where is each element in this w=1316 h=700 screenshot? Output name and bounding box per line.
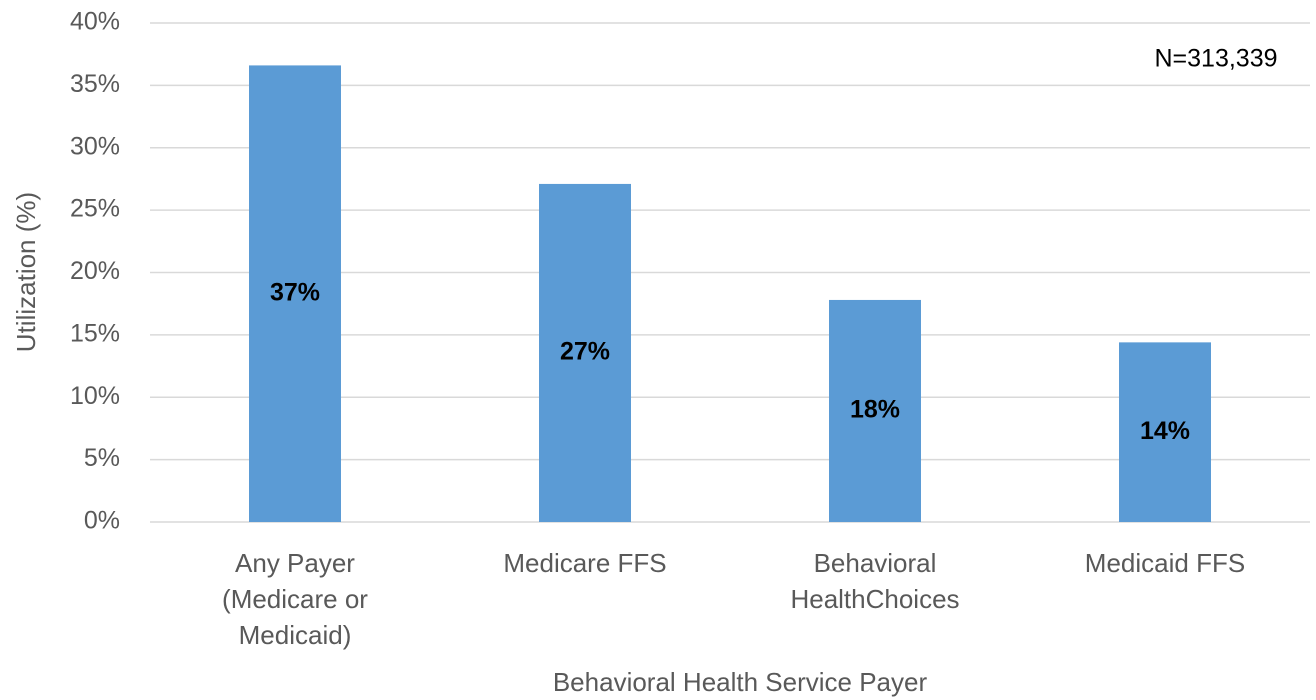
y-axis-title: Utilization (%) xyxy=(11,192,41,352)
bar xyxy=(829,299,921,522)
annotation: N=313,339 xyxy=(1154,45,1277,73)
y-tick-label: 35% xyxy=(70,70,120,98)
x-tick-label: Medicare FFS xyxy=(503,548,667,578)
x-axis-title: Behavioral Health Service Payer xyxy=(553,667,928,697)
x-tick-label: Behavioral HealthChoices xyxy=(790,548,960,614)
data-label: 14% xyxy=(1140,417,1190,445)
bar xyxy=(539,183,631,523)
x-tick-label: Any Payer (Medicare or Medicaid) xyxy=(222,548,368,650)
y-tick-label: 40% xyxy=(70,8,120,36)
y-tick-label: 5% xyxy=(84,444,120,472)
data-label: 37% xyxy=(270,278,320,306)
y-tick-label: 15% xyxy=(70,319,120,347)
y-tick-label: 25% xyxy=(70,195,120,223)
y-tick-label: 20% xyxy=(70,257,120,285)
y-tick-label: 10% xyxy=(70,382,120,410)
x-tick-label: Medicaid FFS xyxy=(1084,548,1246,578)
data-label: 27% xyxy=(560,338,610,366)
bar xyxy=(249,65,341,522)
bar xyxy=(1119,342,1211,522)
y-tick-label: 0% xyxy=(84,507,120,535)
data-label: 18% xyxy=(850,396,900,424)
y-tick-label: 30% xyxy=(70,132,120,160)
